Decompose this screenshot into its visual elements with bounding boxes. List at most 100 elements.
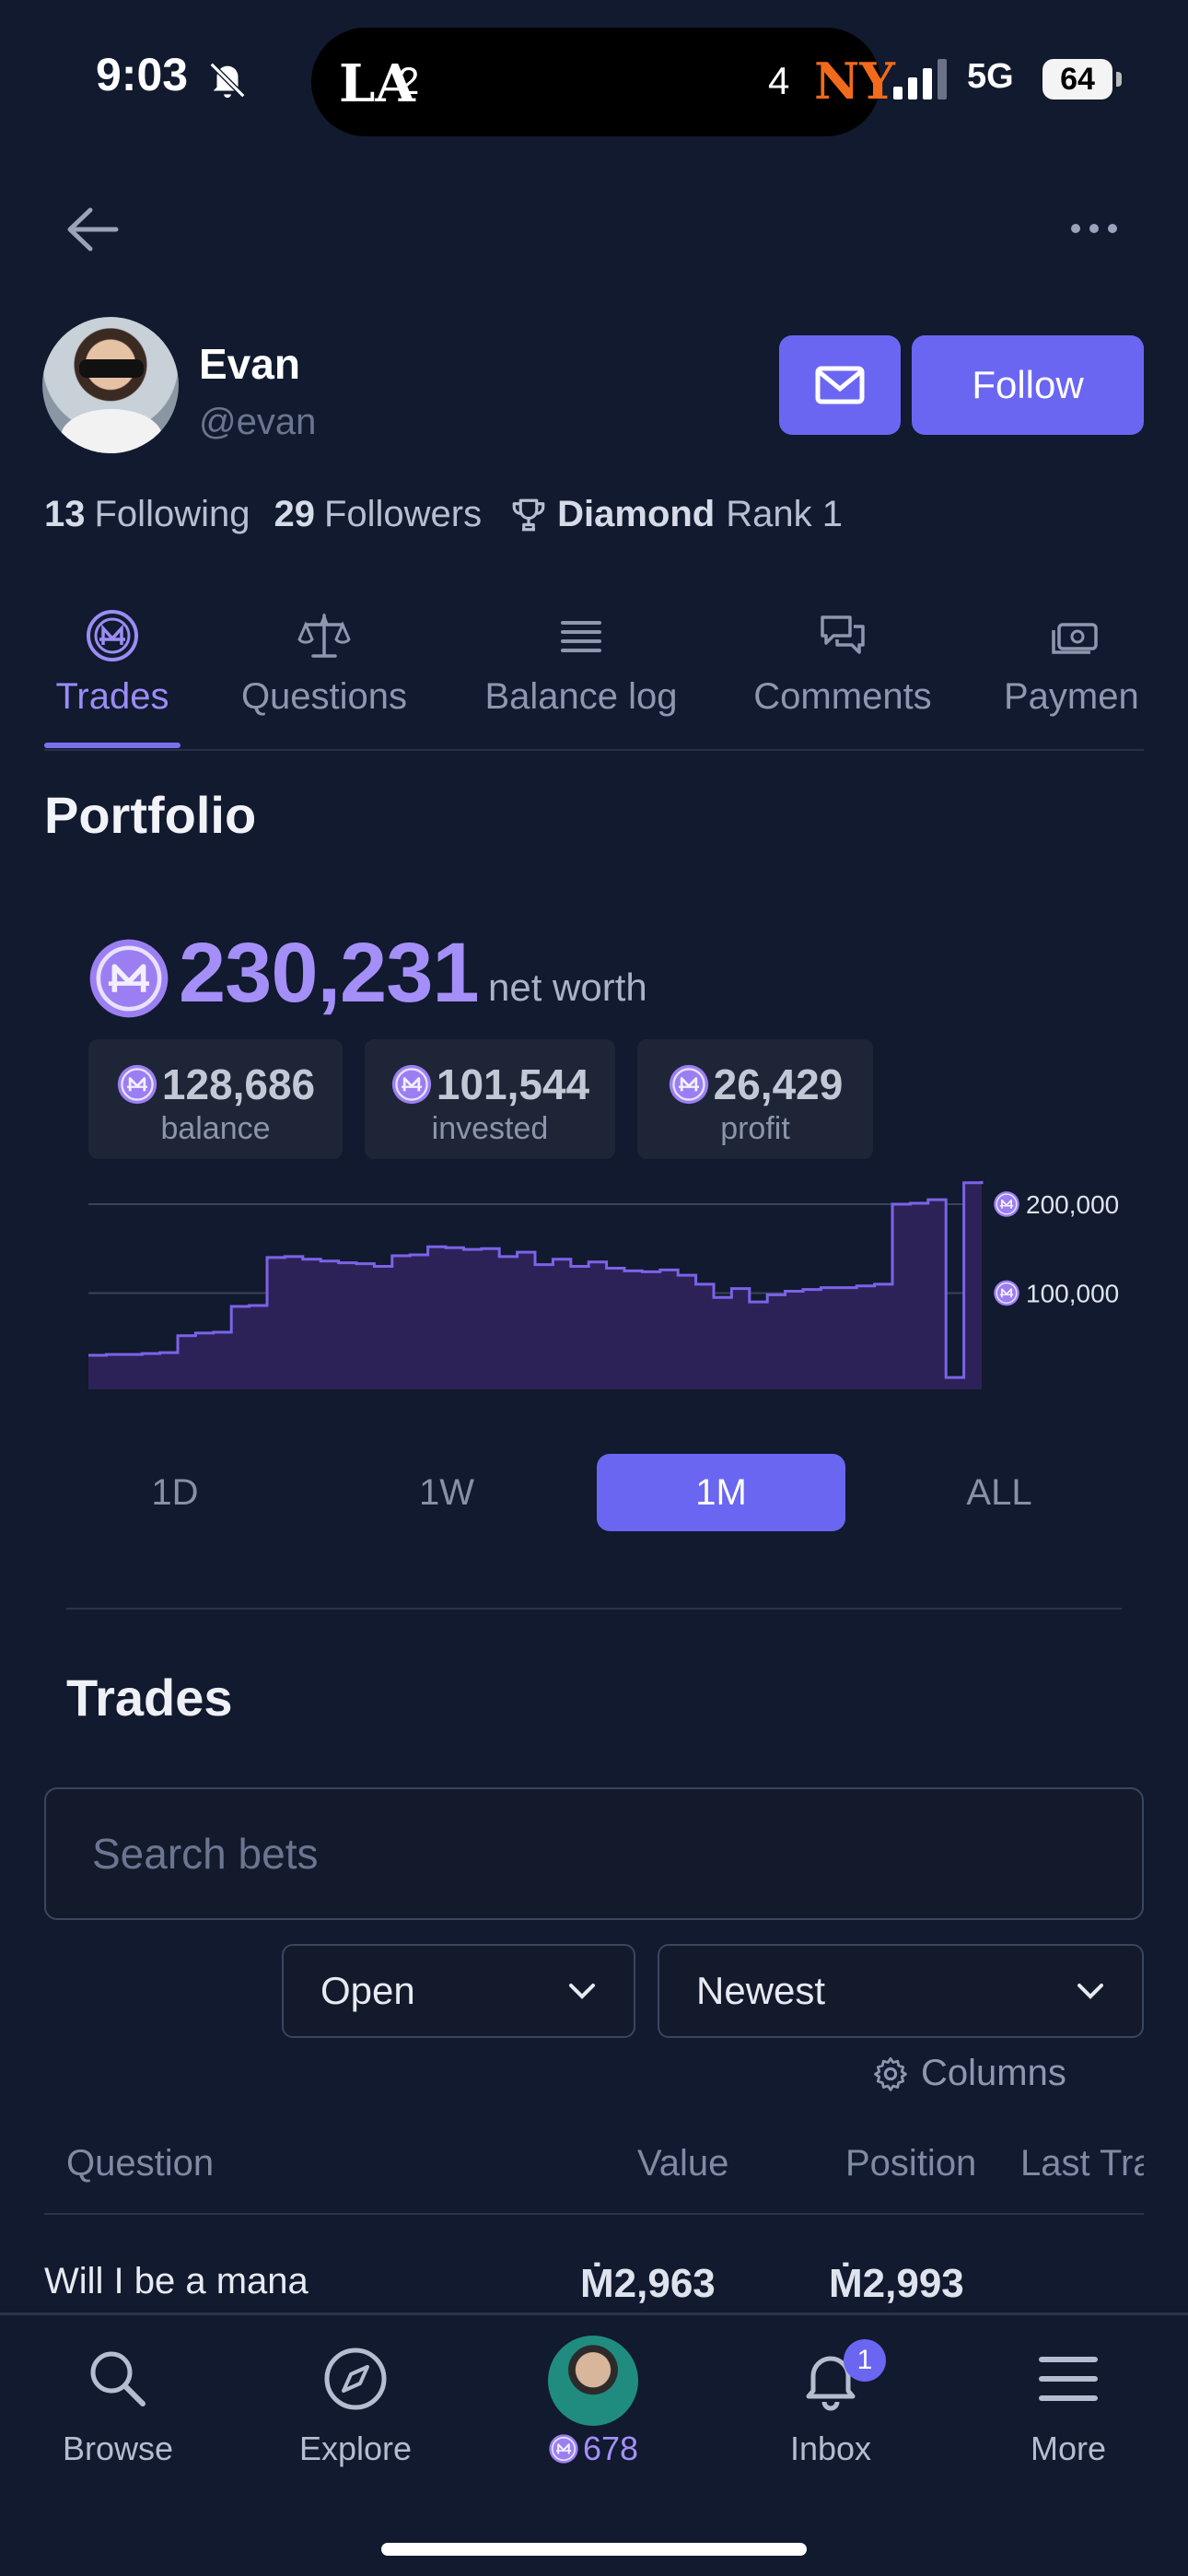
profile-avatar: [42, 317, 179, 453]
nav-balance-value: 678: [582, 2430, 639, 2467]
nav-label: Browse: [62, 2430, 174, 2467]
dynamic-island-scoreboard[interactable]: LA 2 4 NY: [311, 28, 895, 136]
tab-payments[interactable]: Paymen: [1004, 599, 1144, 750]
team-logo-right: NY: [814, 52, 895, 111]
mana-coin-icon: [993, 1279, 1020, 1307]
net-worth-label: net worth: [488, 966, 647, 1009]
range-all-button[interactable]: ALL: [926, 1454, 1073, 1531]
list-icon: [561, 621, 601, 652]
tab-comments[interactable]: Comments: [746, 599, 939, 750]
score-left: 2: [398, 59, 420, 102]
more-options-icon[interactable]: [1068, 217, 1120, 240]
tab-label: Trades: [55, 676, 169, 717]
portfolio-chart[interactable]: 200,000 100,000: [88, 1168, 1147, 1389]
trade-row-position: Ṁ2,993: [829, 2261, 964, 2306]
following-count[interactable]: 13: [44, 494, 86, 534]
status-filter-value: Open: [320, 1969, 415, 2012]
range-1d-button[interactable]: 1D: [101, 1454, 249, 1531]
team-logo-left: LA: [339, 53, 415, 114]
range-1m-button[interactable]: 1M: [597, 1454, 845, 1531]
profit-box: 26,429 profit: [637, 1039, 873, 1159]
following-label[interactable]: Following: [94, 494, 250, 534]
columns-button[interactable]: Columns: [871, 2053, 1066, 2094]
tab-questions[interactable]: Questions: [232, 599, 416, 750]
scale-icon: [297, 613, 351, 658]
status-filter-select[interactable]: Open: [282, 1944, 635, 2038]
chart-series-line: [88, 1180, 984, 1379]
sort-select[interactable]: Newest: [658, 1944, 1144, 2038]
search-input[interactable]: [46, 1789, 1142, 1918]
nav-avatar: [548, 2336, 638, 2426]
score-right: 4: [768, 59, 790, 102]
avatar-glasses: [79, 359, 144, 378]
tab-label: Comments: [753, 676, 932, 717]
chevron-down-icon: [1077, 1984, 1103, 1999]
balance-value: 128,686: [161, 1060, 316, 1108]
tabs-border: [44, 749, 1144, 751]
followers-label[interactable]: Followers: [323, 494, 483, 534]
tab-label: Paymen: [1004, 676, 1139, 717]
battery-level: 64: [1042, 59, 1112, 100]
bell-icon: [806, 2356, 856, 2411]
tab-trades[interactable]: Trades: [44, 599, 181, 750]
status-time: 9:03: [96, 49, 189, 100]
chat-icon: [821, 615, 865, 654]
net-worth-value: 230,231: [179, 926, 480, 1020]
range-1w-button[interactable]: 1W: [373, 1454, 520, 1531]
avatar-shirt: [61, 409, 162, 453]
message-button[interactable]: [779, 335, 901, 435]
home-indicator: [381, 2543, 807, 2556]
profile-name: Evan: [199, 340, 300, 388]
column-header-value[interactable]: Value: [637, 2143, 729, 2184]
nav-inbox[interactable]: 1 Inbox: [729, 2339, 932, 2468]
nav-label: Inbox: [789, 2430, 872, 2467]
league-rank[interactable]: Rank 1: [726, 494, 843, 534]
mana-coin-icon: [548, 2433, 579, 2465]
trades-title: Trades: [66, 1669, 233, 1727]
trade-row-value: Ṁ2,963: [580, 2261, 716, 2306]
invested-value: 101,544: [436, 1060, 590, 1108]
active-tab-indicator: [44, 743, 181, 748]
nav-explore[interactable]: Explore: [254, 2343, 457, 2468]
nav-label: More: [1030, 2430, 1107, 2467]
bottom-nav: Browse Explore 678 1 Inbox More: [0, 2313, 1188, 2576]
chart-y-tick-label: 100,000: [1026, 1279, 1119, 1307]
mana-coin-icon: [390, 1063, 433, 1106]
balance-label: balance: [160, 1111, 271, 1146]
mail-icon: [815, 366, 865, 404]
trophy-icon: [512, 498, 545, 531]
column-header-last-trade[interactable]: Last Tra: [1020, 2143, 1144, 2184]
tab-balance-log[interactable]: Balance log: [475, 599, 687, 750]
balance-box: 128,686 balance: [88, 1039, 343, 1159]
column-header-question[interactable]: Question: [66, 2143, 215, 2184]
followers-count[interactable]: 29: [274, 494, 315, 534]
menu-icon: [1039, 2357, 1098, 2401]
nav-browse[interactable]: Browse: [17, 2343, 219, 2468]
nav-balance: 678: [492, 2430, 694, 2468]
profile-stats: 13 Following 29 Followers Diamond Rank 1: [44, 494, 843, 535]
back-arrow-icon[interactable]: [64, 205, 120, 254]
mana-coin-icon: [87, 610, 138, 662]
compass-icon: [324, 2348, 387, 2410]
profit-value: 26,429: [713, 1060, 844, 1108]
sort-value: Newest: [696, 1969, 826, 2012]
gear-icon: [874, 2056, 907, 2091]
follow-button[interactable]: Follow: [912, 335, 1144, 435]
column-header-position[interactable]: Position: [845, 2143, 977, 2184]
cash-icon: [1052, 623, 1098, 654]
trade-row-question[interactable]: Will I be a mana: [44, 2261, 309, 2301]
chart-y-tick-label: 200,000: [1026, 1190, 1119, 1219]
nav-profile[interactable]: 678: [492, 2336, 694, 2468]
columns-label: Columns: [921, 2053, 1066, 2093]
mana-coin-icon: [87, 936, 171, 1021]
profile-tabs: Trades Questions Balance log Comments Pa…: [0, 599, 1188, 750]
nav-more[interactable]: More: [967, 2343, 1170, 2468]
invested-box: 101,544 invested: [365, 1039, 615, 1159]
portfolio-title: Portfolio: [44, 786, 257, 844]
profile-handle: @evan: [199, 402, 317, 442]
chevron-down-icon: [569, 1984, 595, 1999]
league-tier[interactable]: Diamond: [557, 494, 716, 534]
search-bets-field[interactable]: [44, 1787, 1144, 1920]
tab-label: Questions: [240, 676, 408, 717]
mana-coin-icon: [668, 1063, 710, 1106]
